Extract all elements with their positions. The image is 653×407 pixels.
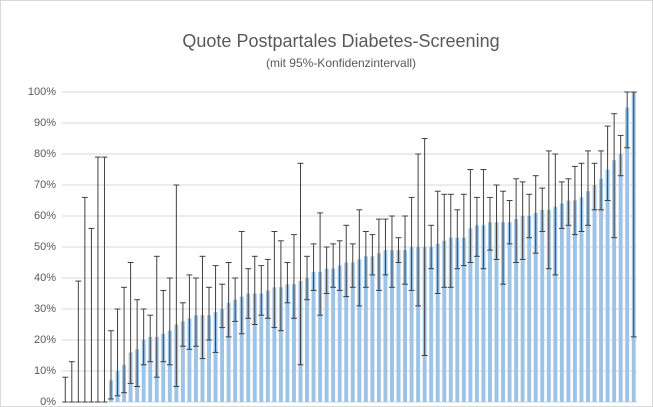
bar [429, 247, 434, 402]
bar [272, 287, 277, 402]
bar [520, 216, 525, 402]
bar [481, 225, 486, 402]
bar [337, 265, 342, 402]
bar [220, 309, 225, 402]
bar [285, 284, 290, 402]
bar [396, 250, 401, 402]
bar [305, 278, 309, 402]
bar [612, 160, 617, 402]
bar [363, 256, 368, 402]
bar [252, 293, 257, 402]
bar [370, 256, 375, 402]
bar [383, 250, 388, 402]
bar [148, 336, 153, 402]
bar [318, 271, 323, 402]
bar [553, 206, 558, 402]
bar [350, 262, 355, 402]
bar [507, 222, 512, 402]
bar [579, 197, 584, 402]
y-tick-label: 90% [34, 117, 56, 129]
bar [527, 216, 532, 402]
bar [435, 243, 440, 402]
y-tick-label: 60% [34, 210, 56, 222]
bar [193, 315, 198, 402]
bar [514, 219, 519, 402]
bar [468, 228, 473, 402]
y-tick-label: 10% [34, 365, 56, 377]
bar [488, 222, 492, 402]
bar [324, 268, 329, 402]
bar [448, 237, 453, 402]
bar [474, 225, 479, 402]
bar [416, 247, 421, 402]
bar [357, 259, 362, 402]
bar [246, 293, 251, 402]
y-tick-label: 70% [34, 179, 56, 191]
bar [403, 250, 407, 402]
y-tick-label: 0% [40, 396, 56, 407]
bar [572, 200, 577, 402]
bar [167, 330, 172, 402]
bar [239, 296, 244, 402]
chart-subtitle: (mit 95%-Konfidenzintervall) [266, 56, 416, 70]
bar [311, 271, 316, 402]
bar [625, 107, 630, 402]
bar [213, 312, 218, 402]
chart-title: Quote Postpartales Diabetes-Screening [182, 31, 499, 51]
bar [141, 340, 146, 402]
bar [161, 333, 166, 402]
bar [494, 222, 499, 402]
bar [278, 287, 283, 402]
bar [592, 185, 597, 402]
bar [618, 154, 623, 402]
bar [390, 250, 394, 402]
bar [461, 237, 466, 402]
bar [546, 209, 551, 402]
y-tick-label: 100% [28, 86, 56, 98]
y-tick-label: 40% [34, 272, 56, 284]
bar [207, 315, 211, 402]
bar [344, 262, 349, 402]
bar [533, 212, 538, 402]
y-tick-label: 20% [34, 334, 56, 346]
bar [566, 200, 571, 402]
bar [559, 203, 564, 402]
bar [455, 237, 460, 402]
y-tick-label: 50% [34, 241, 56, 253]
bar [331, 268, 336, 402]
bar [501, 222, 506, 402]
bar [226, 302, 231, 402]
bar [376, 253, 381, 402]
bar [586, 191, 590, 402]
y-tick-label: 80% [34, 148, 56, 160]
bar [540, 209, 545, 402]
bar [233, 299, 238, 402]
bar [442, 240, 447, 402]
bar [259, 293, 264, 402]
bar [605, 169, 610, 402]
bar [599, 178, 604, 402]
bar [180, 321, 185, 402]
bar [187, 318, 192, 402]
bar [265, 290, 270, 402]
bar [292, 284, 296, 402]
y-tick-label: 30% [34, 303, 56, 315]
bar [409, 247, 414, 402]
